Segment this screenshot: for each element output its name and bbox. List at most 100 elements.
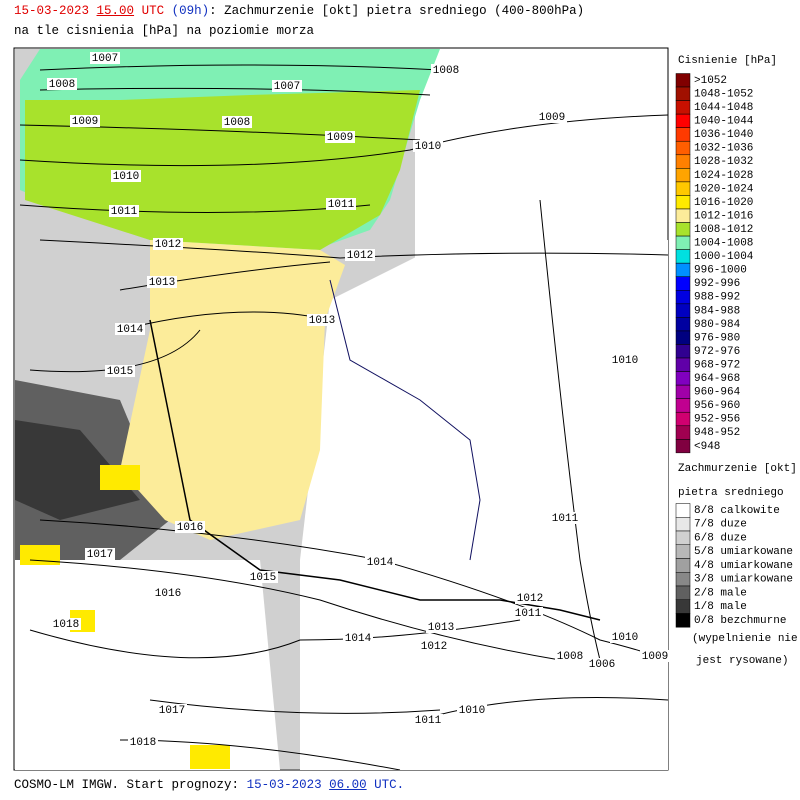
legend-label: 984-988 — [694, 305, 740, 317]
legend-swatch — [675, 276, 691, 291]
legend-swatch — [675, 317, 691, 332]
isobar-label-bg — [115, 323, 145, 335]
isobar-label-bg — [325, 131, 355, 143]
isobar-label-bg — [153, 587, 183, 599]
legend-swatch — [675, 154, 691, 169]
isobar-label: 1011 — [111, 206, 138, 218]
title: : Zachmurzenie [okt] pietra sredniego (4… — [209, 4, 585, 18]
footer-utc: UTC. — [374, 778, 405, 792]
isobar-label-bg — [457, 704, 487, 716]
isobar — [19, 114, 669, 167]
isobar-fill — [100, 465, 140, 490]
isobar — [39, 87, 431, 96]
isobar-label: 1009 — [539, 112, 565, 124]
legend-swatch — [675, 100, 691, 115]
legend-swatch — [675, 371, 691, 386]
isobar-label-bg — [222, 116, 252, 128]
isobar-label-bg — [51, 618, 81, 630]
legend-swatch — [675, 168, 691, 183]
isobar-fill — [120, 240, 345, 540]
legend-label: 988-992 — [694, 292, 740, 304]
isobar-label-bg — [326, 198, 356, 210]
isobar-label-bg — [640, 650, 670, 662]
isobar-label: 1015 — [107, 366, 133, 378]
legend-label: 964-968 — [694, 373, 740, 385]
isobar-label-bg — [513, 607, 543, 619]
legend-swatch — [675, 517, 691, 532]
legend-swatch — [675, 412, 691, 426]
isobar-label-bg — [111, 170, 141, 182]
legend-swatch — [675, 86, 691, 101]
legend-swatch — [675, 439, 691, 454]
isobar-label-bg — [70, 115, 100, 127]
isobar-label: 1006 — [589, 659, 615, 671]
legend-swatch — [675, 599, 691, 614]
footer-hour: 06.00 — [329, 778, 367, 792]
legend-label: 1016-1020 — [694, 197, 753, 209]
isobar-label: 1017 — [159, 705, 185, 717]
legend-swatch — [675, 330, 691, 345]
isobar-label-bg — [157, 704, 187, 716]
isobar-label-bg — [537, 111, 567, 123]
isobar-label-bg — [105, 365, 135, 377]
isobar-label-bg — [431, 64, 461, 76]
isobar-label: 1015 — [250, 572, 276, 584]
legend-label: 972-976 — [694, 346, 740, 358]
footer-text: COSMO-LM IMGW. Start prognozy: — [14, 778, 240, 792]
legend-swatch — [675, 344, 691, 359]
legend-label: 5/8 umiarkowane — [694, 546, 793, 558]
legend-swatch — [675, 290, 691, 305]
isobar-label: 1011 — [415, 715, 442, 727]
legend-swatch — [675, 235, 691, 250]
isobar-label: 1010 — [612, 632, 638, 644]
isobar-label-bg — [153, 238, 183, 250]
legend-label: 1004-1008 — [694, 238, 753, 250]
isobar-label-bg — [307, 314, 337, 326]
isobar — [29, 559, 561, 661]
legend-label: 6/8 duze — [694, 532, 747, 544]
date: 15-03-2023 — [14, 4, 90, 18]
legend-label: 992-996 — [694, 278, 740, 290]
legend-swatch — [675, 73, 691, 88]
legend-label: >1052 — [694, 75, 727, 87]
legend-label: 4/8 umiarkowane — [694, 560, 793, 572]
isobar-label: 1011 — [515, 608, 542, 620]
legend-label: 980-984 — [694, 319, 741, 331]
legend-label: 0/8 bezchmurne — [694, 615, 786, 627]
isobar-label-bg — [47, 78, 77, 90]
isobar-label-bg — [610, 631, 640, 643]
legend-swatch — [675, 572, 691, 587]
legend-swatch — [675, 398, 691, 413]
isobar-fill — [190, 745, 230, 769]
legend-label: 1044-1048 — [694, 102, 753, 114]
legend-swatch — [675, 530, 691, 545]
isobar-label-bg — [426, 621, 456, 633]
isobar-label-bg — [365, 556, 395, 568]
isobar-label: 1013 — [309, 315, 335, 327]
cloud-legend-title: Zachmurzenie [okt] — [678, 463, 797, 475]
legend-label: 1036-1040 — [694, 129, 753, 141]
isobar-label-bg — [555, 650, 585, 662]
legend-label: 956-960 — [694, 400, 740, 412]
legend-swatch — [675, 303, 691, 318]
legend-label: 1048-1052 — [694, 88, 753, 100]
legend-swatch — [675, 613, 691, 628]
isobar-label-bg — [85, 548, 115, 560]
isobar-label: 1010 — [612, 355, 638, 367]
legend-swatch — [675, 262, 691, 277]
legend-swatch — [675, 181, 691, 196]
legend-label: 1020-1024 — [694, 183, 754, 195]
footer-date: 15-03-2023 — [246, 778, 322, 792]
legend-swatch — [675, 425, 691, 440]
hour: 15.00 — [96, 4, 135, 18]
legend-label: 968-972 — [694, 359, 740, 371]
legend-swatch — [675, 357, 691, 372]
isobar-label: 1018 — [130, 737, 156, 749]
isobar-label-bg — [343, 632, 373, 644]
map: 1007 1008 1007 1008 1009 1008 1009 1009 1010 1010… — [15, 49, 670, 771]
isobar-label: 1010 — [415, 141, 441, 153]
isobar-label: 1010 — [113, 171, 139, 183]
isobar-label: 1009 — [642, 651, 668, 663]
